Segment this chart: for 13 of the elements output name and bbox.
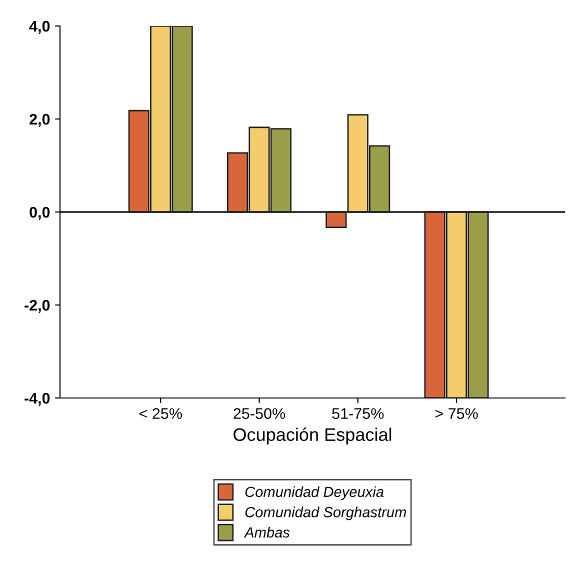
x-tick-label: 25-50% (234, 408, 286, 419)
y-tick-label: -2,0 (24, 300, 50, 313)
legend-label: Ambas (244, 526, 290, 538)
y-tick-label: 4,0 (29, 20, 50, 34)
legend-label: Comunidad Sorghastrum (245, 506, 406, 520)
legend-label: Comunidad Deyeuxia (245, 486, 384, 500)
x-tick-label: < 25% (139, 408, 182, 419)
x-tick-label: > 75% (435, 408, 478, 419)
y-tick-label: 0,0 (30, 206, 50, 220)
x-tick-label: 51-75% (332, 408, 384, 419)
y-tick-label: -4,0 (24, 392, 50, 406)
y-tick-label: 2,0 (30, 114, 50, 127)
x-axis-title: Ocupación Espacial (234, 428, 392, 445)
